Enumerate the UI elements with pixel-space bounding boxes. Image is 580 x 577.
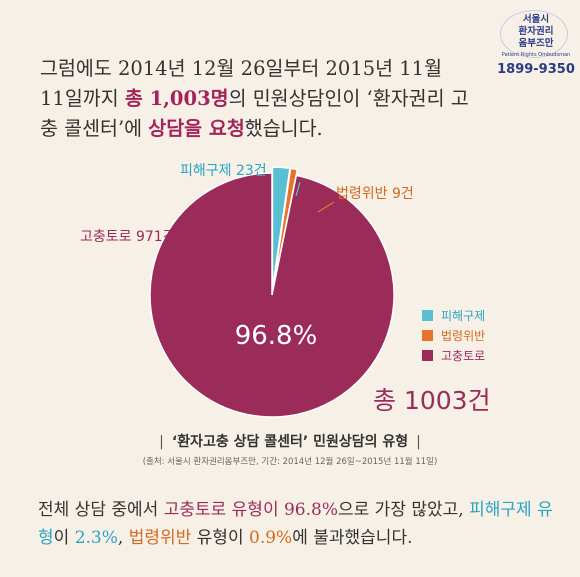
logo-subtitle: Patient Rights Ombudsman (501, 52, 571, 58)
outro-text-e: 이 (53, 528, 75, 548)
ombudsman-logo: 서울시 환자권리 옴부즈만 Patient Rights Ombudsman 1… (496, 8, 576, 78)
intro-highlight-total: 총 1,003명 (124, 87, 229, 110)
outro-text-c: 으로 가장 많았고, (338, 500, 470, 520)
outro-highlight-relief: 피해구제 유형 (38, 500, 553, 548)
outro-highlight-grievance: 고충토로 유형이 96.8% (163, 500, 338, 520)
outro-text-i: 유형이 (191, 528, 249, 548)
intro-text-3: 했습니다. (244, 117, 323, 140)
center-percentage: 96.8% (235, 321, 318, 351)
intro-text-1: 그럼에도 2014년 12월 26일부터 2015년 11월 11일까지 (40, 57, 443, 110)
leader-line-고충토로 (202, 235, 249, 263)
intro-paragraph: 그럼에도 2014년 12월 26일부터 2015년 11월 11일까지 총 1… (40, 54, 470, 144)
outro-paragraph: 전체 상담 중에서 고충토로 유형이 96.8%으로 가장 많았고, 피해구제 … (38, 496, 558, 552)
slice-label-고충토로: 고충토로 971건 (80, 229, 176, 245)
logo-line-2: 환자권리 (518, 26, 554, 37)
logo-line-1: 서울시 (522, 14, 550, 25)
chart-source: (출처: 서울시 환자권리옴부즈만, 기간: 2014년 12월 26일~201… (142, 457, 438, 467)
legend-label-고충토로: 고충토로 (441, 349, 485, 363)
caption-bar-right: | (416, 434, 421, 450)
outro-highlight-law: 법령위반 (128, 528, 192, 548)
legend-label-법령위반: 법령위반 (441, 329, 485, 343)
leader-line-법령위반 (317, 201, 335, 213)
outro-highlight-relief-pct: 2.3% (74, 528, 118, 548)
total-count: 총 1003건 (373, 386, 491, 415)
legend-swatch-법령위반 (422, 330, 433, 341)
outro-text-a: 전체 상담 중에서 (38, 500, 164, 520)
chart-title: ‘환자고충 상담 콜센터’ 민원상담의 유형 (171, 434, 409, 450)
caption-bar-left: | (159, 434, 164, 450)
outro-text-k: 에 불과했습니다. (292, 528, 413, 548)
intro-text-2: 의 민원상담인이 ‘환자권리 고충 콜센터’에 (40, 87, 469, 140)
logo-line-3: 옴부즈만 (518, 38, 554, 49)
legend-label-피해구제: 피해구제 (441, 309, 485, 323)
pie-chart: 피해구제 23건 법령위반 9건 고충토로 971건 96.8% 피해구제 법령… (80, 163, 491, 418)
chart-caption: | ‘환자고충 상담 콜센터’ 민원상담의 유형 | (0, 431, 580, 451)
slice-label-법령위반: 법령위반 9건 (336, 186, 414, 202)
legend-swatch-피해구제 (422, 310, 433, 321)
intro-highlight-request: 상담을 요청 (148, 117, 245, 140)
pie-slices (149, 166, 395, 418)
outro-text-g: , (117, 528, 129, 548)
outro-highlight-law-pct: 0.9% (249, 528, 293, 548)
legend-swatch-고충토로 (422, 350, 433, 361)
logo-phone: 1899-9350 (497, 62, 575, 77)
logo-emblem (500, 10, 568, 58)
leader-line-피해구제 (295, 181, 301, 197)
slice-label-피해구제: 피해구제 23건 (180, 163, 267, 179)
pie-slice-고충토로 (149, 172, 395, 418)
